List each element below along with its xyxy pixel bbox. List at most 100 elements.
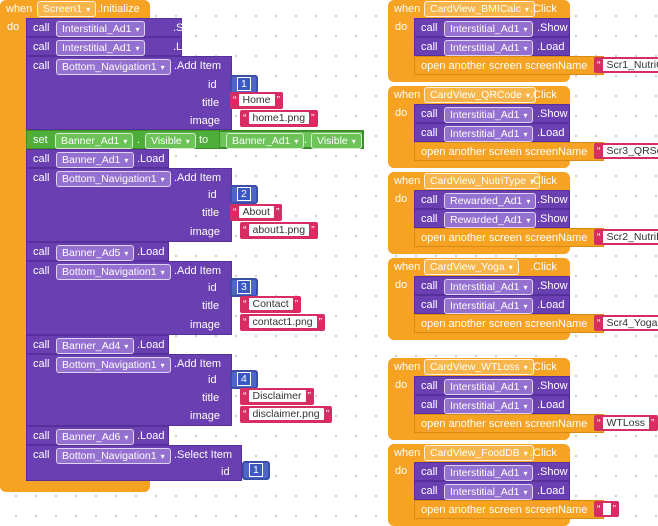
call-ad-2-a[interactable]: call Rewarded_Ad1 ▾ .Show xyxy=(414,190,570,209)
screen-name-string[interactable]: “WTLoss” xyxy=(594,415,658,431)
call-ad-5-b[interactable]: call Interstitial_Ad1 ▾ .Load xyxy=(414,481,570,500)
item-id-3[interactable]: 3 xyxy=(230,278,258,297)
component-dropdown[interactable]: Banner_Ad5 ▾ xyxy=(56,245,135,261)
select-item-id[interactable]: 1 xyxy=(242,461,270,480)
component-dropdown[interactable]: Banner_Ad4 ▾ xyxy=(56,338,135,354)
call-interstitial-load[interactable]: call Interstitial_Ad1 ▾ .Load xyxy=(26,37,201,56)
call-ad-0-b[interactable]: call Interstitial_Ad1 ▾ .Load xyxy=(414,37,570,56)
component-dropdown[interactable]: Interstitial_Ad1 ▾ xyxy=(56,21,146,37)
event-footer xyxy=(388,160,570,168)
event-footer xyxy=(388,332,570,340)
call-ad-4-b[interactable]: call Interstitial_Ad1 ▾ .Load xyxy=(414,395,570,414)
item-image-4[interactable]: “disclaimer.png” xyxy=(240,406,333,423)
when-label: when xyxy=(6,3,33,15)
component-dropdown[interactable]: Interstitial_Ad1 ▾ xyxy=(444,379,534,395)
component-dropdown[interactable]: Rewarded_Ad1 ▾ xyxy=(444,212,537,228)
call-ad-0-a[interactable]: call Interstitial_Ad1 ▾ .Show xyxy=(414,18,570,37)
call-interstitial-show[interactable]: call Interstitial_Ad1 ▾ .Show xyxy=(26,18,204,37)
click-event-header[interactable]: when CardView_NutriType ▾ .Click xyxy=(388,172,570,190)
click-event-header[interactable]: when CardView_QRCode ▾ .Click xyxy=(388,86,570,104)
call-ad-5-a[interactable]: call Interstitial_Ad1 ▾ .Show xyxy=(414,462,570,481)
component-dropdown[interactable]: Interstitial_Ad1 ▾ xyxy=(444,279,534,295)
bottom-nav-dropdown[interactable]: Bottom_Navigation1 ▾ xyxy=(56,59,171,75)
banner-dropdown[interactable]: Banner_Ad1 ▾ xyxy=(55,133,134,149)
item-image-2[interactable]: “about1.png” xyxy=(240,222,318,239)
event-footer xyxy=(388,246,570,254)
cardview-dropdown[interactable]: CardView_Yoga ▾ xyxy=(424,259,519,275)
bottom-nav-dropdown[interactable]: Bottom_Navigation1 ▾ xyxy=(56,264,171,280)
set-banner-visible[interactable]: set Banner_Ad1 ▾ . Visible ▾ to Banner_Ad1… xyxy=(26,130,364,149)
item-title-1[interactable]: “Home” xyxy=(230,92,284,109)
call-add-item-1[interactable]: call Bottom_Navigation1 ▾ .Add Item id ti… xyxy=(26,56,232,130)
screen-name-string[interactable]: “Scr3_QRSc” xyxy=(594,143,658,159)
call-ad-2-b[interactable]: call Rewarded_Ad1 ▾ .Show xyxy=(414,209,570,228)
getter-property-dropdown[interactable]: Visible ▾ xyxy=(311,133,362,149)
open-another-screen-block[interactable]: open another screen screenName xyxy=(414,142,604,161)
call-add-item-3[interactable]: call Bottom_Navigation1 ▾ .Add Item id ti… xyxy=(26,261,232,335)
component-dropdown[interactable]: Banner_Ad6 ▾ xyxy=(56,429,135,445)
screen-name-string[interactable]: “Scr2_NutriF” xyxy=(594,229,658,245)
cardview-dropdown[interactable]: CardView_NutriType ▾ xyxy=(424,173,541,189)
component-dropdown[interactable]: Rewarded_Ad1 ▾ xyxy=(444,193,537,209)
cardview-dropdown[interactable]: CardView_FoodDB ▾ xyxy=(424,445,534,461)
item-image-1[interactable]: “home1.png” xyxy=(240,110,318,127)
call-banner6-load[interactable]: call Banner_Ad6 ▾ .Load xyxy=(26,426,169,445)
cardview-dropdown[interactable]: CardView_BMICalc ▾ xyxy=(424,1,535,17)
open-another-screen-block[interactable]: open another screen screenName xyxy=(414,314,604,333)
bottom-nav-dropdown[interactable]: Bottom_Navigation1 ▾ xyxy=(56,357,171,373)
item-id-2[interactable]: 2 xyxy=(230,185,258,204)
call-banner5-load[interactable]: call Banner_Ad5 ▾ .Load xyxy=(26,242,169,261)
click-event-header[interactable]: when CardView_FoodDB ▾ .Click xyxy=(388,444,570,462)
getter-block[interactable]: Banner_Ad1 ▾ . Visible ▾ xyxy=(219,131,363,149)
call-ad-4-a[interactable]: call Interstitial_Ad1 ▾ .Show xyxy=(414,376,570,395)
screen-name-string[interactable]: “Scr1_NutriC” xyxy=(594,57,658,73)
open-another-screen-block[interactable]: open another screen screenName xyxy=(414,56,604,75)
click-event-header[interactable]: when CardView_BMICalc ▾ .Click xyxy=(388,0,570,18)
component-dropdown[interactable]: Interstitial_Ad1 ▾ xyxy=(444,21,534,37)
call-ad-3-b[interactable]: call Interstitial_Ad1 ▾ .Load xyxy=(414,295,570,314)
do-label: do xyxy=(7,21,20,33)
open-another-screen-block[interactable]: open another screen screenName xyxy=(414,414,604,433)
open-another-screen-block[interactable]: open another screen screenName xyxy=(414,228,604,247)
cardview-dropdown[interactable]: CardView_QRCode ▾ xyxy=(424,87,537,103)
event-footer xyxy=(388,518,570,526)
initialize-label: .Initialize xyxy=(97,3,140,15)
call-banner4-load[interactable]: call Banner_Ad4 ▾ .Load xyxy=(26,335,169,354)
screen-initialize-event[interactable]: when Screen1 ▾ .Initialize xyxy=(0,0,150,18)
call-ad-1-a[interactable]: call Interstitial_Ad1 ▾ .Show xyxy=(414,104,570,123)
item-image-3[interactable]: “contact1.png” xyxy=(240,314,326,331)
component-dropdown[interactable]: Interstitial_Ad1 ▾ xyxy=(56,40,146,56)
screen-name-string[interactable]: “” xyxy=(594,501,619,517)
component-dropdown[interactable]: Interstitial_Ad1 ▾ xyxy=(444,126,534,142)
bottom-nav-dropdown[interactable]: Bottom_Navigation1 ▾ xyxy=(56,171,171,187)
screen-component-dropdown[interactable]: Screen1 ▾ xyxy=(37,1,97,17)
component-dropdown[interactable]: Interstitial_Ad1 ▾ xyxy=(444,298,534,314)
event-spine xyxy=(388,104,414,160)
item-title-4[interactable]: “Disclaimer” xyxy=(240,388,315,405)
call-ad-3-a[interactable]: call Interstitial_Ad1 ▾ .Show xyxy=(414,276,570,295)
click-event-header[interactable]: when CardView_Yoga ▾ .Click xyxy=(388,258,570,276)
call-select-item[interactable]: call Bottom_Navigation1 ▾ .Select Item id xyxy=(26,445,242,481)
property-dropdown[interactable]: Visible ▾ xyxy=(145,133,196,149)
item-title-3[interactable]: “Contact” xyxy=(240,296,302,313)
call-banner1-load[interactable]: call Banner_Ad1 ▾ .Load xyxy=(26,149,169,168)
screen-name-string[interactable]: “Scr4_Yoga” xyxy=(594,315,658,331)
bottom-nav-dropdown[interactable]: Bottom_Navigation1 ▾ xyxy=(56,448,171,464)
component-dropdown[interactable]: Interstitial_Ad1 ▾ xyxy=(444,398,534,414)
component-dropdown[interactable]: Interstitial_Ad1 ▾ xyxy=(444,484,534,500)
open-another-screen-block[interactable]: open another screen screenName xyxy=(414,500,604,519)
event-footer xyxy=(388,74,570,82)
item-id-4[interactable]: 4 xyxy=(230,370,258,389)
cardview-dropdown[interactable]: CardView_WTLoss ▾ xyxy=(424,359,534,375)
item-title-2[interactable]: “About” xyxy=(230,204,283,221)
component-dropdown[interactable]: Interstitial_Ad1 ▾ xyxy=(444,40,534,56)
banner-getter-dropdown[interactable]: Banner_Ad1 ▾ xyxy=(226,133,305,149)
call-add-item-4[interactable]: call Bottom_Navigation1 ▾ .Add Item id ti… xyxy=(26,354,232,426)
component-dropdown[interactable]: Interstitial_Ad1 ▾ xyxy=(444,107,534,123)
call-add-item-2[interactable]: call Bottom_Navigation1 ▾ .Add Item id ti… xyxy=(26,168,232,242)
event-spine xyxy=(388,276,414,332)
component-dropdown[interactable]: Interstitial_Ad1 ▾ xyxy=(444,465,534,481)
click-event-header[interactable]: when CardView_WTLoss ▾ .Click xyxy=(388,358,570,376)
component-dropdown[interactable]: Banner_Ad1 ▾ xyxy=(56,152,135,168)
call-ad-1-b[interactable]: call Interstitial_Ad1 ▾ .Load xyxy=(414,123,570,142)
